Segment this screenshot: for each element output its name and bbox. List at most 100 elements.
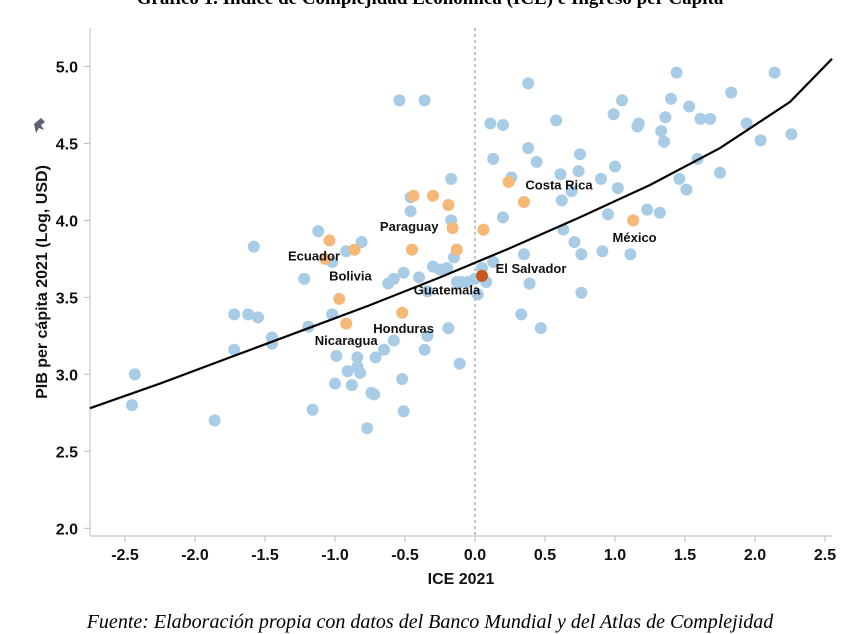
- country-label: Paraguay: [380, 219, 439, 234]
- other-point: [247, 240, 260, 253]
- highlight-point: [476, 269, 488, 282]
- latam-point: [319, 252, 332, 265]
- other-point: [396, 372, 409, 385]
- other-point: [421, 285, 434, 298]
- other-point: [704, 112, 717, 125]
- latam-point: [396, 306, 409, 319]
- other-point: [484, 117, 497, 130]
- other-point: [306, 403, 319, 416]
- chart-title: Gráfico 1. Índice de Complejidad Económi…: [0, 0, 860, 10]
- other-point: [354, 366, 367, 379]
- x-tick-label: 0.0: [464, 547, 486, 564]
- other-point: [683, 100, 696, 113]
- other-point: [228, 308, 241, 321]
- other-point: [768, 66, 781, 79]
- trend-curve: [89, 58, 833, 410]
- other-point: [714, 166, 726, 179]
- x-tick-label: 1.0: [604, 547, 626, 564]
- other-point: [330, 349, 343, 362]
- other-point: [575, 286, 588, 299]
- axis-ticks: -2.5 -2.0 -1.5 -1.0 -0.5 0.0 0.5 1.0 1.5 2.0 2.5 2.…: [56, 59, 836, 564]
- latam-point: [450, 243, 463, 256]
- other-point: [298, 272, 311, 285]
- y-tick-label: 4.0: [56, 213, 78, 230]
- other-point: [658, 135, 670, 148]
- other-point: [725, 86, 738, 99]
- source-note: Fuente: Elaboración propia con datos del…: [86, 611, 774, 633]
- latam-point: [406, 243, 418, 256]
- other-point: [369, 351, 382, 364]
- pin-icon[interactable]: [34, 118, 45, 133]
- other-point: [397, 266, 410, 279]
- other-point: [655, 125, 668, 138]
- country-label: Ecuador: [288, 248, 340, 263]
- other-point: [471, 288, 484, 301]
- latam-point: [427, 189, 439, 202]
- other-point: [596, 245, 609, 258]
- x-tick-label: 1.5: [674, 547, 696, 564]
- other-point: [522, 77, 535, 90]
- other-point: [329, 377, 341, 390]
- y-tick-label: 2.5: [56, 444, 78, 461]
- other-point: [387, 272, 400, 285]
- other-point: [611, 182, 624, 195]
- country-labels: Costa Rica Paraguay México Ecuador Bolivia El…: [288, 178, 657, 348]
- other-point: [242, 308, 255, 321]
- x-axis-label: ICE 2021: [428, 571, 495, 588]
- x-tick-label: -1.5: [251, 547, 279, 564]
- other-point: [341, 365, 354, 378]
- other-point: [418, 94, 431, 107]
- country-label: Costa Rica: [525, 178, 593, 193]
- x-tick-label: 2.0: [744, 547, 766, 564]
- other-point: [530, 155, 543, 168]
- other-point: [228, 343, 241, 356]
- other-point: [361, 422, 374, 435]
- other-point: [487, 152, 500, 165]
- other-point: [694, 112, 707, 125]
- other-point: [515, 308, 528, 321]
- other-point: [413, 271, 425, 284]
- y-tick-label: 4.5: [56, 136, 78, 153]
- other-point: [441, 262, 453, 275]
- other-point: [659, 111, 672, 124]
- other-point: [632, 117, 645, 130]
- other-point: [128, 368, 141, 381]
- country-label: Guatemala: [414, 282, 481, 297]
- y-tick-label: 3.0: [56, 367, 78, 384]
- other-point: [497, 118, 509, 131]
- other-point: [397, 405, 410, 418]
- other-point: [653, 206, 666, 219]
- latam-point: [502, 175, 515, 188]
- other-point: [345, 379, 358, 392]
- other-point: [641, 203, 654, 216]
- other-point: [555, 194, 568, 207]
- country-label: Nicaragua: [315, 333, 379, 348]
- x-tick-label: -2.5: [111, 547, 139, 564]
- other-point: [673, 172, 686, 185]
- latam-point: [627, 214, 640, 227]
- other-point: [602, 208, 614, 221]
- other-point: [740, 117, 753, 130]
- other-point: [393, 94, 406, 107]
- other-point: [665, 92, 677, 105]
- other-point: [497, 211, 509, 224]
- other-point: [565, 185, 578, 198]
- latam-point: [442, 199, 455, 212]
- other-point: [522, 142, 535, 155]
- other-point: [534, 322, 547, 335]
- country-label: México: [613, 230, 657, 245]
- other-point: [378, 343, 390, 356]
- other-point: [607, 108, 620, 121]
- other-point: [208, 414, 221, 427]
- other-point: [595, 172, 607, 185]
- data-points: [126, 66, 798, 435]
- other-point: [421, 329, 434, 342]
- x-tick-label: 2.5: [814, 547, 836, 564]
- latam-point: [407, 189, 420, 202]
- trend-line: [89, 58, 833, 410]
- country-label: El Salvador: [496, 261, 567, 276]
- other-point: [624, 248, 637, 261]
- other-point: [418, 343, 431, 356]
- other-point: [523, 277, 536, 290]
- latam-point: [518, 195, 530, 208]
